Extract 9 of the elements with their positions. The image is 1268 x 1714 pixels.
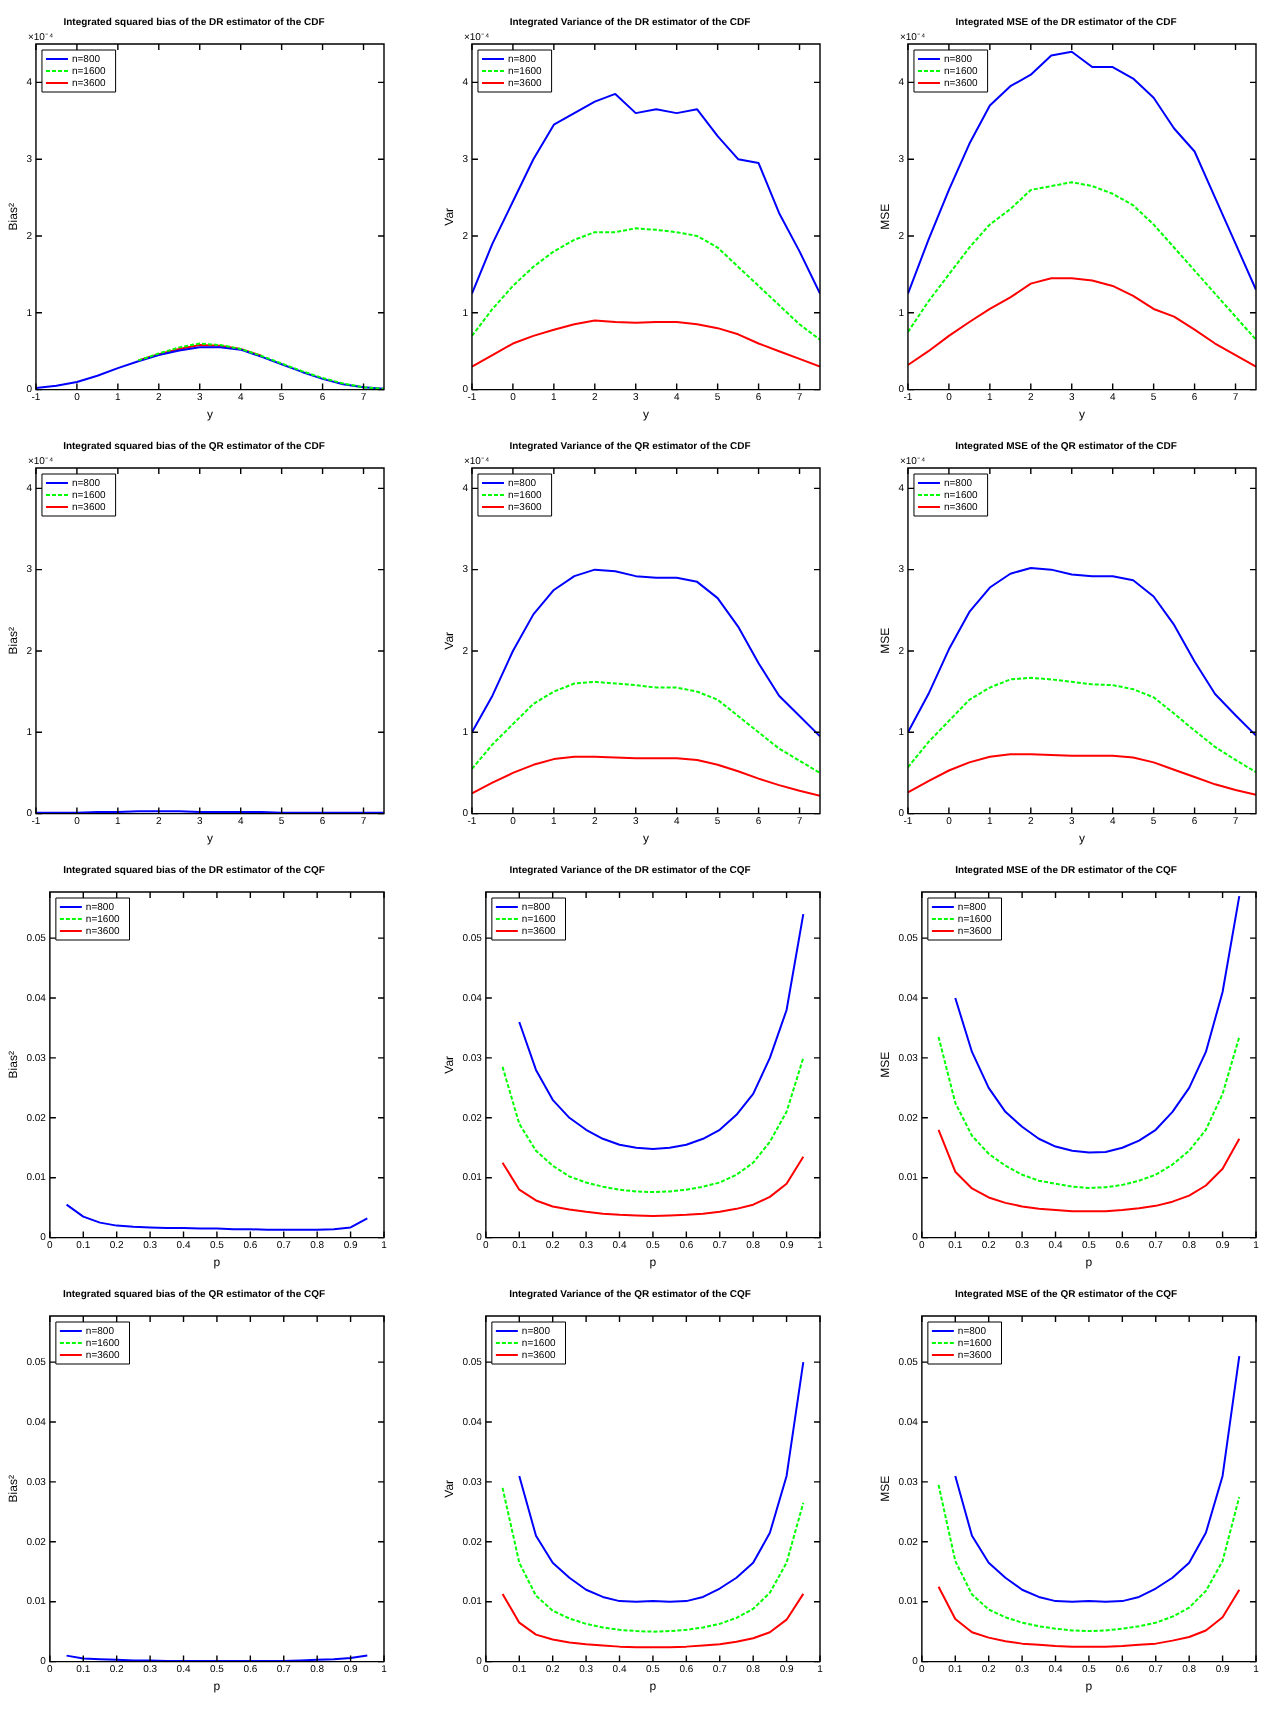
line-series [471, 227, 820, 341]
line-series [937, 1035, 1241, 1189]
line-series [937, 1483, 1241, 1633]
line-series [501, 1486, 805, 1633]
line-series [907, 181, 1256, 341]
line-series [471, 680, 820, 774]
line-series [907, 676, 1256, 774]
line-series [137, 342, 384, 390]
line-series [501, 1056, 805, 1194]
